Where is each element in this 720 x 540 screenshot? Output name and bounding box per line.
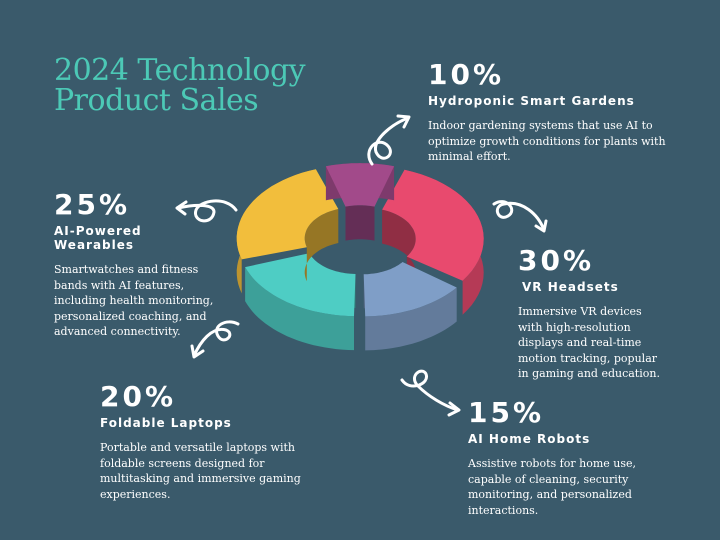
slice-percent-label: 25% — [54, 188, 131, 221]
curly-arrow-icon — [400, 369, 461, 417]
slice-percent-label: 15% — [468, 396, 545, 429]
slice-foldable-laptops — [245, 253, 356, 351]
legend-foldable-laptops: 20% Foldable Laptops Portable and versat… — [100, 382, 310, 502]
legend-ai-home-robots: 15% AI Home Robots Assistive robots for … — [468, 398, 668, 518]
slice-ai-home-robots — [363, 262, 457, 351]
slice-top-face — [363, 262, 457, 317]
chart-title-line-2: Product Sales — [54, 83, 259, 118]
slice-percent-label: 30% — [518, 244, 595, 277]
curly-arrow-icon — [175, 199, 238, 223]
slice-name-label: AI-Powered Wearables — [54, 224, 142, 252]
legend-hydroponic-smart-gardens: 10% Hydroponic Smart Gardens Indoor gard… — [428, 60, 668, 165]
slice-name-label: AI Home Robots — [468, 432, 591, 446]
slice-top-face — [245, 253, 356, 317]
slice-name-label: Foldable Laptops — [100, 416, 232, 430]
legend-ai-powered-wearables: 25% AI-Powered Wearables Smartwatches an… — [54, 190, 214, 340]
slice-hydroponic-smart-gardens — [325, 163, 395, 241]
slice-top-face — [236, 169, 339, 260]
slice-inner-wall — [304, 209, 339, 282]
slice-outer-wall — [245, 267, 354, 351]
slice-percent-label: 10% — [428, 58, 505, 91]
legend-vr-headsets: 30% VR Headsets Immersive VR devices wit… — [518, 246, 668, 382]
slice-name-label: Hydroponic Smart Gardens — [428, 94, 635, 108]
slice-description: Portable and versatile laptops with fold… — [100, 441, 301, 501]
slice-inner-wall — [345, 205, 375, 241]
slice-percent-label: 20% — [100, 380, 177, 413]
slice-ai-powered-wearables — [236, 169, 339, 294]
chart-title-line-1: 2024 Technology — [54, 53, 306, 88]
slice-description: Indoor gardening systems that use AI to … — [428, 119, 666, 163]
curly-arrow-icon — [190, 320, 240, 359]
slice-description: Immersive VR devices with high-resolutio… — [518, 305, 660, 380]
curly-arrow-icon — [492, 200, 548, 233]
slice-name-label: VR Headsets — [522, 280, 619, 294]
slice-top-face — [382, 169, 484, 281]
slice-description: Assistive robots for home use, capable o… — [468, 457, 636, 517]
chart-title: 2024 Technology Product Sales — [54, 53, 306, 118]
slice-outer-wall — [365, 287, 457, 351]
slice-top-face — [325, 163, 395, 207]
slice-description: Smartwatches and fitness bands with AI f… — [54, 263, 214, 338]
curly-arrow-icon — [367, 114, 411, 166]
